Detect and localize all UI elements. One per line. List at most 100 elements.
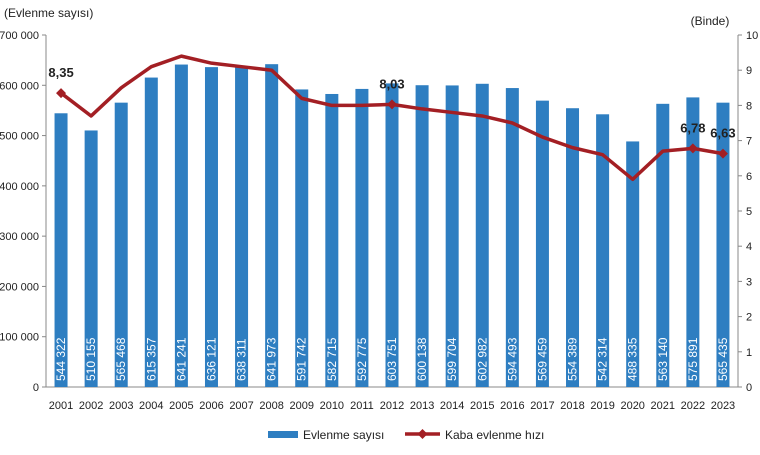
- x-tick-label: 2018: [560, 400, 584, 412]
- bar: [204, 67, 218, 387]
- x-tick-label: 2017: [530, 400, 554, 412]
- bar-value-label: 544 322: [54, 337, 68, 381]
- bar: [355, 88, 369, 387]
- bar: [626, 141, 640, 387]
- bar-value-label: 582 715: [325, 337, 339, 381]
- bar-value-label: 599 704: [445, 337, 459, 381]
- legend-bar-swatch: [268, 431, 298, 438]
- right-tick-label: 6: [746, 171, 752, 183]
- bar-value-label: 602 982: [475, 337, 489, 381]
- right-tick-label: 5: [746, 206, 752, 218]
- bar: [716, 102, 730, 388]
- bar-value-label: 636 121: [204, 337, 218, 381]
- legend: Evlenme sayısı Kaba evlenme hızı: [268, 428, 544, 442]
- bar: [415, 85, 429, 388]
- bar: [174, 64, 188, 387]
- bar-value-label: 488 335: [626, 337, 640, 381]
- right-tick-label: 4: [746, 241, 752, 253]
- x-tick-label: 2020: [620, 400, 644, 412]
- legend-bar-label: Evlenme sayısı: [303, 428, 384, 442]
- bar: [445, 85, 459, 387]
- bar-value-label: 591 742: [295, 337, 309, 381]
- bar: [505, 88, 519, 388]
- x-tick-label: 2014: [440, 400, 464, 412]
- bar: [385, 83, 399, 387]
- bar-value-label: 565 468: [114, 337, 128, 381]
- x-tick-label: 2008: [259, 400, 283, 412]
- bar: [656, 103, 670, 387]
- x-tick-label: 2013: [410, 400, 434, 412]
- right-tick-label: 9: [746, 65, 752, 77]
- rate-value-label: 6,78: [680, 120, 705, 135]
- rate-marker: [687, 143, 698, 154]
- bar-value-label: 641 241: [174, 337, 188, 381]
- bar-value-label: 510 155: [84, 337, 98, 381]
- bar-value-label: 615 357: [144, 337, 158, 381]
- bar-value-label: 563 140: [656, 337, 670, 381]
- x-tick-label: 2010: [320, 400, 344, 412]
- left-tick-label: 400 000: [0, 181, 39, 193]
- x-tick-label: 2004: [139, 400, 163, 412]
- left-tick-label: 500 000: [0, 131, 39, 143]
- bar-value-label: 569 459: [535, 337, 549, 381]
- rate-value-label: 6,63: [710, 126, 735, 141]
- left-tick-label: 600 000: [0, 80, 39, 92]
- bar-value-label: 542 314: [596, 337, 610, 381]
- bar-value-label: 592 775: [355, 337, 369, 381]
- x-tick-label: 2009: [289, 400, 313, 412]
- right-tick-label: 1: [746, 347, 752, 359]
- bar: [686, 97, 700, 388]
- bar: [54, 113, 68, 388]
- right-tick-label: 8: [746, 100, 752, 112]
- bar-value-label: 600 138: [415, 337, 429, 381]
- left-tick-label: 100 000: [0, 332, 39, 344]
- bar: [295, 89, 309, 388]
- rate-marker: [717, 148, 728, 159]
- bar: [475, 83, 489, 387]
- x-tick-label: 2015: [470, 400, 494, 412]
- rate-value-label: 8,35: [48, 65, 73, 80]
- bar-value-label: 575 891: [686, 337, 700, 381]
- legend-line-label: Kaba evlenme hızı: [445, 428, 544, 442]
- left-axis-title: (Evlenme sayısı): [4, 6, 93, 20]
- bar: [596, 114, 610, 388]
- bar-value-label: 594 493: [505, 337, 519, 381]
- bar-value-label: 603 751: [385, 337, 399, 381]
- left-tick-label: 200 000: [0, 281, 39, 293]
- x-tick-label: 2021: [651, 400, 675, 412]
- right-tick-label: 10: [746, 30, 758, 42]
- x-tick-label: 2003: [109, 400, 133, 412]
- rate-marker: [387, 99, 397, 110]
- right-axis-title: (Binde): [691, 14, 730, 28]
- x-tick-label: 2002: [79, 400, 103, 412]
- bar: [235, 66, 249, 387]
- right-tick-label: 0: [746, 382, 752, 394]
- bar: [84, 130, 98, 388]
- left-tick-label: 300 000: [0, 231, 39, 243]
- x-tick-label: 2011: [350, 400, 374, 412]
- bar: [114, 102, 128, 387]
- bar-value-label: 554 389: [566, 337, 580, 381]
- x-tick-label: 2005: [169, 400, 193, 412]
- legend-line-marker: [417, 429, 428, 439]
- x-tick-label: 2007: [229, 400, 253, 412]
- rate-marker: [56, 88, 67, 99]
- bar: [144, 77, 158, 387]
- x-tick-label: 2006: [199, 400, 223, 412]
- rate-value-label: 8,03: [379, 76, 404, 91]
- right-tick-label: 2: [746, 312, 752, 324]
- left-tick-label: 0: [33, 382, 39, 394]
- bar: [325, 93, 339, 387]
- right-tick-label: 7: [746, 136, 752, 148]
- x-tick-label: 2012: [380, 400, 404, 412]
- x-tick-label: 2023: [711, 400, 735, 412]
- x-tick-label: 2001: [49, 400, 73, 412]
- bar-value-label: 638 311: [235, 338, 249, 381]
- x-tick-label: 2022: [681, 400, 705, 412]
- bar-value-label: 641 973: [265, 337, 279, 381]
- left-tick-label: 700 000: [0, 30, 39, 42]
- right-tick-label: 3: [746, 276, 752, 288]
- bar-value-label: 565 435: [716, 337, 730, 381]
- bar: [566, 108, 580, 388]
